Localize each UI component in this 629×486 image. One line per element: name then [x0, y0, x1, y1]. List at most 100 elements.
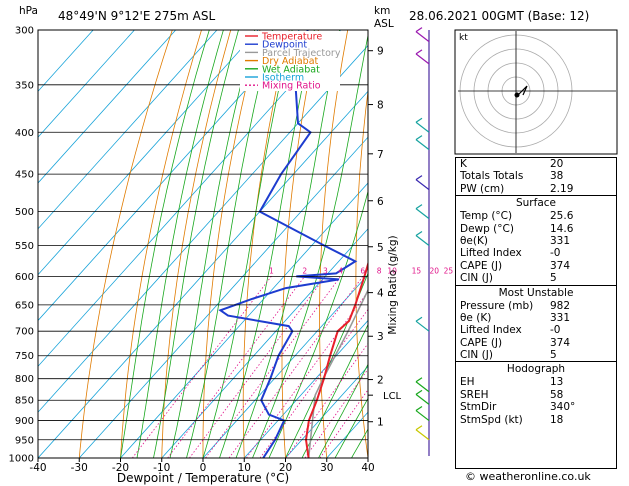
mixing-ratio-label: 25 — [444, 266, 454, 275]
mixing-ratio-label: 6 — [360, 266, 365, 275]
index-label: θe(K) — [460, 235, 488, 247]
index-value: 38 — [550, 170, 612, 182]
pressure-label: 850 — [15, 396, 34, 407]
location-title: 48°49'N 9°12'E 275m ASL — [58, 9, 215, 23]
pressure-label: 550 — [15, 241, 34, 252]
index-value: 58 — [550, 389, 612, 401]
wet-adiabat — [253, 30, 370, 458]
wind-barb-flag — [416, 390, 422, 394]
index-label: Pressure (mb) — [460, 300, 533, 312]
x-tick-label: -40 — [29, 462, 46, 474]
wind-barb-flag — [416, 205, 422, 209]
lcl-label: LCL — [383, 391, 402, 402]
wind-barb-flag — [416, 136, 422, 140]
index-value: 2.19 — [550, 183, 612, 195]
hodograph: kt — [455, 30, 617, 154]
index-row: CIN (J) 5 — [456, 272, 616, 284]
dry-adiabat — [356, 30, 377, 458]
wind-barb-flag — [416, 28, 422, 32]
wet-adiabat — [137, 30, 223, 458]
mixing-ratio-label: 20 — [429, 266, 439, 275]
pressure-label: 500 — [15, 207, 34, 218]
mixing-ratio-line — [229, 276, 363, 458]
mixing-ratio-line — [189, 276, 325, 458]
km-tick-label: 7 — [377, 149, 384, 161]
storm-motion-marker — [515, 93, 520, 98]
index-value: 331 — [550, 235, 612, 247]
index-label: StmSpd (kt) — [460, 414, 523, 426]
index-value: 5 — [550, 349, 612, 361]
index-row: θe(K) 331 — [456, 235, 616, 247]
surface-indices: Temp (°C) 25.6 Dewp (°C) 14.6 θe(K) 331 Lifted… — [456, 210, 616, 284]
dewpoint-line — [220, 30, 355, 458]
index-value: 14.6 — [550, 223, 612, 235]
index-row: K 20 — [456, 158, 616, 170]
wind-barb — [416, 430, 429, 440]
isotherm-line — [79, 30, 464, 458]
wind-barb — [416, 54, 429, 64]
index-value: 374 — [550, 337, 612, 349]
pressure-label: 750 — [15, 351, 34, 362]
mixing-ratio-label: 1 — [269, 266, 274, 275]
index-row: Pressure (mb) 982 — [456, 300, 616, 312]
y-axis-label: Mixing Ratio (g/kg) — [387, 235, 399, 334]
km-label: km — [374, 5, 390, 17]
mixing-ratio-label: 8 — [377, 266, 382, 275]
index-value: 18 — [550, 414, 612, 426]
km-tick-label: 6 — [377, 196, 384, 208]
wet-adiabat — [220, 30, 315, 458]
pressure-label: 350 — [15, 80, 34, 91]
pressure-label: 800 — [15, 374, 34, 385]
km-tick-label: 9 — [377, 46, 384, 58]
index-label: CIN (J) — [460, 272, 493, 284]
index-label: K — [460, 158, 467, 170]
km-tick-label: 3 — [377, 331, 384, 343]
index-row: θe (K) 331 — [456, 312, 616, 324]
copyright-text: © weatheronline.co.uk — [465, 470, 591, 483]
wind-barb — [416, 122, 429, 132]
mixing-ratio-label: 4 — [338, 266, 343, 275]
pressure-label: 900 — [15, 416, 34, 427]
index-row: Lifted Index -0 — [456, 324, 616, 336]
legend-label: Mixing Ratio — [262, 81, 321, 92]
wind-barb-flag — [416, 118, 422, 122]
isotherm-line — [0, 30, 341, 458]
most-unstable-title: Most Unstable — [456, 285, 616, 300]
index-label: SREH — [460, 389, 489, 401]
hodograph-title: Hodograph — [456, 361, 616, 376]
index-label: CAPE (J) — [460, 260, 502, 272]
datetime-title: 28.06.2021 00GMT (Base: 12) — [409, 9, 589, 23]
index-value: 982 — [550, 300, 612, 312]
wind-barb-flag — [416, 426, 422, 430]
isotherm-line — [38, 30, 423, 458]
index-value: -0 — [550, 247, 612, 259]
wind-barbs — [416, 28, 429, 456]
index-row: Dewp (°C) 14.6 — [456, 223, 616, 235]
top-indices: K 20 Totals Totals 38 PW (cm) 2.19 — [456, 158, 616, 195]
index-label: Dewp (°C) — [460, 223, 514, 235]
x-tick-label: 40 — [361, 462, 374, 474]
wet-adiabat — [286, 30, 442, 458]
km-tick-label: 2 — [377, 375, 384, 387]
index-row: Lifted Index -0 — [456, 247, 616, 259]
mixing-ratio-label: 2 — [302, 266, 307, 275]
hpa-label: hPa — [19, 5, 38, 17]
index-row: Temp (°C) 25.6 — [456, 210, 616, 222]
index-row: StmSpd (kt) 18 — [456, 414, 616, 426]
x-tick-label: 30 — [320, 462, 333, 474]
wind-barb-flag — [416, 231, 422, 235]
index-label: Totals Totals — [460, 170, 523, 182]
wind-barb-flag — [416, 378, 422, 382]
wind-barb — [416, 321, 429, 331]
index-row: CAPE (J) 374 — [456, 260, 616, 272]
index-row: CAPE (J) 374 — [456, 337, 616, 349]
mixing-ratio-line — [246, 276, 379, 458]
index-value: 340° — [550, 401, 612, 413]
index-label: CIN (J) — [460, 349, 493, 361]
legend: TemperatureDewpointParcel TrajectoryDry … — [240, 31, 341, 92]
wind-barb — [416, 180, 429, 190]
isotherm-line — [121, 30, 506, 458]
wind-barb — [416, 32, 429, 42]
wind-barb — [416, 411, 429, 421]
dry-adiabat — [203, 30, 260, 458]
